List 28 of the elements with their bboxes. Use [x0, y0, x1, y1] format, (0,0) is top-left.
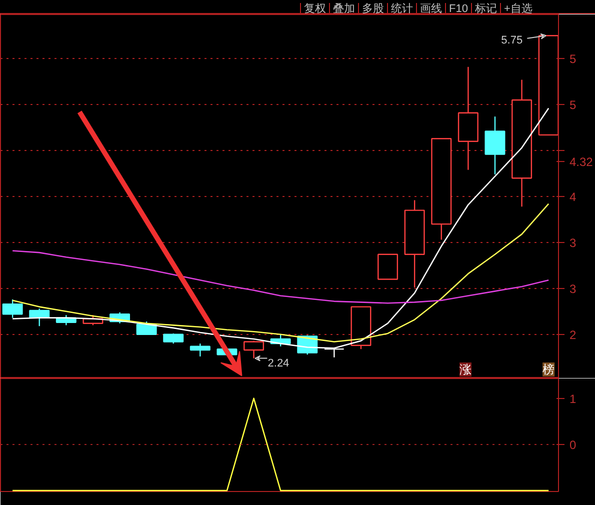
y-tick-label: 5 — [570, 98, 576, 112]
annotation: F10 — [445, 3, 471, 16]
y-tick-label: 2 — [570, 328, 576, 342]
line-series — [12, 250, 550, 304]
candlestick — [484, 116, 506, 176]
annotation: 叠加 — [329, 3, 358, 16]
annotation: 复权 — [300, 3, 329, 16]
line-series — [12, 203, 550, 342]
annotation: +自选 — [500, 3, 536, 16]
annotation: 多股 — [358, 3, 387, 16]
y-tick-label: 3 — [570, 236, 576, 250]
y-tick-label: 1 — [570, 392, 576, 406]
candlestick — [163, 332, 184, 344]
y-tick-label: 3 — [570, 282, 576, 296]
text: 4.32 — [570, 155, 594, 170]
annotation: 画线 — [416, 3, 445, 16]
annotation: 涨 — [460, 362, 472, 376]
annotation: 榜 — [542, 362, 555, 376]
y-tick-label: 4 — [570, 190, 576, 204]
annotation: 5.75 — [501, 34, 523, 47]
candlestick — [190, 342, 210, 358]
candlestick — [2, 298, 23, 318]
annotation: 标记 — [470, 3, 500, 16]
candlestick — [136, 320, 157, 335]
annotation: 2.24 — [268, 357, 290, 370]
y-tick-label: 5 — [570, 52, 576, 66]
annotation: 统计 — [387, 3, 416, 16]
y-tick-label: 0 — [570, 438, 576, 452]
